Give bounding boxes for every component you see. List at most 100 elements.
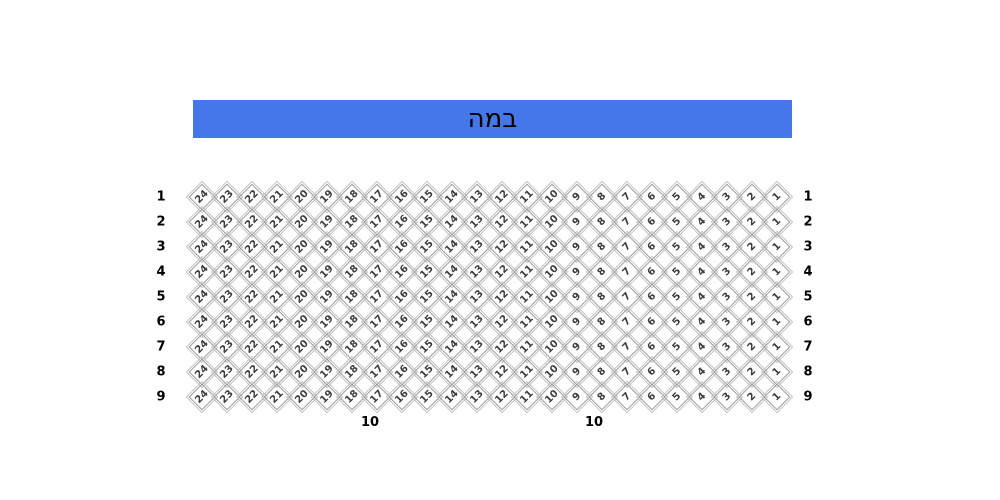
seat[interactable]: 18: [335, 205, 368, 238]
seat[interactable]: 2: [735, 180, 768, 213]
seat[interactable]: 1: [760, 380, 793, 413]
seat[interactable]: 5: [660, 330, 693, 363]
seat[interactable]: 12: [485, 305, 518, 338]
seat[interactable]: 4: [685, 305, 718, 338]
seat[interactable]: 6: [635, 255, 668, 288]
seat[interactable]: 4: [685, 330, 718, 363]
seat[interactable]: 21: [260, 255, 293, 288]
seat[interactable]: 8: [585, 355, 618, 388]
seat[interactable]: 5: [660, 255, 693, 288]
seat[interactable]: 24: [185, 305, 218, 338]
seat[interactable]: 2: [735, 305, 768, 338]
seat[interactable]: 18: [335, 180, 368, 213]
seat[interactable]: 9: [560, 255, 593, 288]
seat[interactable]: 10: [535, 330, 568, 363]
seat[interactable]: 13: [460, 305, 493, 338]
seat[interactable]: 20: [285, 230, 318, 263]
seat[interactable]: 4: [685, 280, 718, 313]
seat[interactable]: 23: [210, 205, 243, 238]
seat[interactable]: 19: [310, 330, 343, 363]
seat[interactable]: 1: [760, 230, 793, 263]
seat[interactable]: 16: [385, 205, 418, 238]
seat[interactable]: 3: [710, 205, 743, 238]
seat[interactable]: 6: [635, 305, 668, 338]
seat[interactable]: 21: [260, 230, 293, 263]
seat[interactable]: 11: [510, 230, 543, 263]
seat[interactable]: 22: [235, 180, 268, 213]
seat[interactable]: 24: [185, 205, 218, 238]
seat[interactable]: 20: [285, 355, 318, 388]
seat[interactable]: 21: [260, 280, 293, 313]
seat[interactable]: 2: [735, 380, 768, 413]
seat[interactable]: 22: [235, 230, 268, 263]
seat[interactable]: 11: [510, 180, 543, 213]
seat[interactable]: 19: [310, 255, 343, 288]
seat[interactable]: 8: [585, 255, 618, 288]
seat[interactable]: 1: [760, 280, 793, 313]
seat[interactable]: 11: [510, 205, 543, 238]
seat[interactable]: 22: [235, 280, 268, 313]
seat[interactable]: 3: [710, 180, 743, 213]
seat[interactable]: 11: [510, 330, 543, 363]
seat[interactable]: 15: [410, 205, 443, 238]
seat[interactable]: 23: [210, 330, 243, 363]
seat[interactable]: 5: [660, 230, 693, 263]
seat[interactable]: 12: [485, 230, 518, 263]
seat[interactable]: 21: [260, 380, 293, 413]
seat[interactable]: 2: [735, 280, 768, 313]
seat[interactable]: 10: [535, 280, 568, 313]
seat[interactable]: 24: [185, 255, 218, 288]
seat[interactable]: 6: [635, 355, 668, 388]
seat[interactable]: 6: [635, 380, 668, 413]
seat[interactable]: 13: [460, 380, 493, 413]
seat[interactable]: 15: [410, 330, 443, 363]
seat[interactable]: 7: [610, 205, 643, 238]
seat[interactable]: 22: [235, 205, 268, 238]
seat[interactable]: 6: [635, 230, 668, 263]
seat[interactable]: 12: [485, 180, 518, 213]
seat[interactable]: 4: [685, 230, 718, 263]
seat[interactable]: 9: [560, 305, 593, 338]
seat[interactable]: 18: [335, 255, 368, 288]
seat[interactable]: 13: [460, 355, 493, 388]
seat[interactable]: 14: [435, 230, 468, 263]
seat[interactable]: 23: [210, 380, 243, 413]
seat[interactable]: 4: [685, 355, 718, 388]
seat[interactable]: 11: [510, 255, 543, 288]
seat[interactable]: 16: [385, 380, 418, 413]
seat[interactable]: 5: [660, 380, 693, 413]
seat[interactable]: 18: [335, 305, 368, 338]
seat[interactable]: 6: [635, 180, 668, 213]
seat[interactable]: 20: [285, 180, 318, 213]
seat[interactable]: 13: [460, 180, 493, 213]
seat[interactable]: 14: [435, 280, 468, 313]
seat[interactable]: 15: [410, 230, 443, 263]
seat[interactable]: 8: [585, 305, 618, 338]
seat[interactable]: 5: [660, 280, 693, 313]
seat[interactable]: 7: [610, 230, 643, 263]
seat[interactable]: 11: [510, 355, 543, 388]
seat[interactable]: 15: [410, 255, 443, 288]
seat[interactable]: 20: [285, 330, 318, 363]
seat[interactable]: 24: [185, 180, 218, 213]
seat[interactable]: 19: [310, 380, 343, 413]
seat[interactable]: 9: [560, 230, 593, 263]
seat[interactable]: 16: [385, 330, 418, 363]
seat[interactable]: 7: [610, 330, 643, 363]
seat[interactable]: 17: [360, 355, 393, 388]
seat[interactable]: 3: [710, 330, 743, 363]
seat[interactable]: 1: [760, 255, 793, 288]
seat[interactable]: 10: [535, 205, 568, 238]
seat[interactable]: 12: [485, 255, 518, 288]
seat[interactable]: 24: [185, 355, 218, 388]
seat[interactable]: 16: [385, 180, 418, 213]
seat[interactable]: 5: [660, 355, 693, 388]
seat[interactable]: 19: [310, 230, 343, 263]
seat[interactable]: 16: [385, 255, 418, 288]
seat[interactable]: 18: [335, 230, 368, 263]
seat[interactable]: 17: [360, 180, 393, 213]
seat[interactable]: 23: [210, 305, 243, 338]
seat[interactable]: 1: [760, 305, 793, 338]
seat[interactable]: 17: [360, 255, 393, 288]
seat[interactable]: 16: [385, 355, 418, 388]
